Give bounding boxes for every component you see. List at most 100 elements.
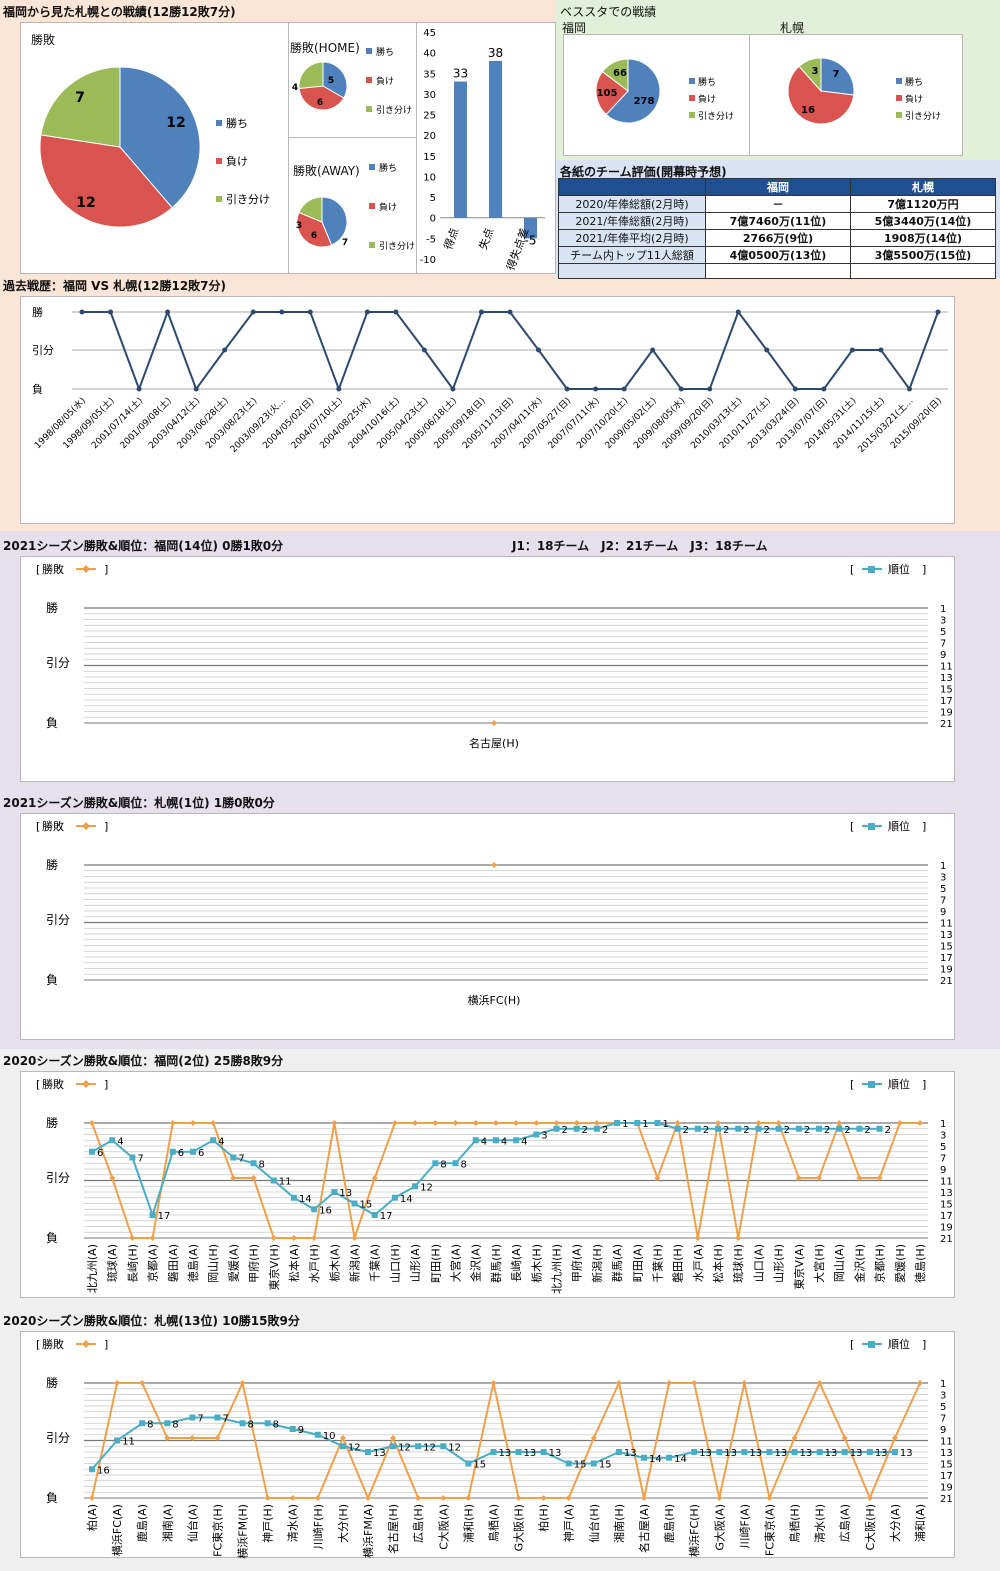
legend-bracket: [ bbox=[850, 1338, 854, 1351]
y-tick-label: -10 bbox=[420, 255, 436, 266]
x-tick-label: 鹿島(A) bbox=[135, 1504, 149, 1542]
rank-value-label: 3 bbox=[541, 1131, 547, 1142]
x-tick-label: 新潟(A) bbox=[348, 1244, 362, 1282]
eval-row-label: 2020/年俸総額(2月時) bbox=[558, 195, 706, 213]
pie-value-label: 3 bbox=[296, 221, 302, 231]
rank-tick-label: 1 bbox=[940, 1379, 946, 1390]
x-tick-label: 横浜FC(A) bbox=[110, 1504, 124, 1556]
pie-slice bbox=[601, 58, 629, 93]
rank-tick-label: 11 bbox=[940, 1437, 953, 1448]
result-point bbox=[351, 1235, 358, 1241]
pie-slice bbox=[298, 61, 324, 90]
legend-marker bbox=[82, 1080, 90, 1088]
rank-value-label: 7 bbox=[197, 1414, 203, 1425]
result-line bbox=[91, 1119, 920, 1239]
history-point bbox=[878, 347, 884, 353]
legend-swatch bbox=[366, 48, 372, 54]
rank-value-label: 8 bbox=[440, 1159, 446, 1170]
rank-value-label: 13 bbox=[774, 1448, 787, 1459]
history-point bbox=[421, 347, 427, 353]
pie-value-label: 4 bbox=[292, 83, 298, 93]
rank-point bbox=[615, 1449, 622, 1455]
x-tick-label: 1998/09/05(土) bbox=[60, 395, 117, 452]
rank-tick-label: 15 bbox=[940, 942, 953, 953]
bessuta-left-label: 福岡 bbox=[562, 21, 587, 35]
rank-value-label: 13 bbox=[875, 1448, 888, 1459]
legend-label: 負け bbox=[226, 155, 248, 168]
y-tick-label: 0 bbox=[430, 214, 436, 225]
rank-value-label: 2 bbox=[804, 1125, 810, 1136]
x-tick-label: 北九州(A) bbox=[86, 1244, 99, 1293]
league-note: J1：18チーム J2：21チーム J3：18チーム bbox=[512, 539, 768, 553]
x-tick-label: 1998/08/05(水) bbox=[32, 395, 89, 452]
history-point bbox=[336, 386, 342, 392]
rank-value-label: 7 bbox=[238, 1154, 244, 1165]
x-tick-label: 2007/07/11(水) bbox=[545, 395, 602, 452]
rank-tick-label: 13 bbox=[940, 1188, 953, 1199]
rank-value-label: 12 bbox=[348, 1442, 361, 1453]
legend-bracket: ] bbox=[922, 1078, 926, 1091]
rank-point bbox=[465, 1460, 472, 1467]
legend-label: 勝ち bbox=[226, 116, 248, 130]
eval-title: 各紙のチーム評価(開幕時予想) bbox=[560, 165, 727, 179]
rank-tick-label: 17 bbox=[940, 953, 953, 964]
result-point bbox=[816, 1175, 823, 1181]
pie-value-label: 278 bbox=[634, 96, 655, 107]
result-point bbox=[89, 1495, 95, 1501]
legend-label: 順位 bbox=[888, 562, 910, 576]
x-tick-label: 湘南(A) bbox=[160, 1504, 174, 1542]
rank-value-label: 10 bbox=[323, 1431, 336, 1442]
history-point bbox=[650, 347, 656, 353]
x-tick-label: 柏(A) bbox=[85, 1504, 99, 1531]
pie-slice bbox=[798, 57, 822, 93]
legend-swatch bbox=[369, 203, 375, 209]
rank-value-label: 2 bbox=[784, 1125, 790, 1136]
rank-value-label: 13 bbox=[724, 1448, 737, 1459]
rank-point bbox=[391, 1194, 398, 1201]
history-point bbox=[764, 347, 770, 353]
rank-tick-label: 17 bbox=[940, 1471, 953, 1482]
history-point bbox=[136, 386, 142, 392]
pie-value-label: 16 bbox=[801, 105, 815, 116]
rank-tick-label: 17 bbox=[940, 696, 953, 707]
result-point bbox=[491, 720, 497, 726]
rank-point bbox=[214, 1414, 221, 1421]
result-point bbox=[540, 1495, 547, 1501]
result-point bbox=[339, 1435, 346, 1441]
result-point bbox=[573, 1120, 580, 1126]
rank-value-label: 13 bbox=[800, 1448, 813, 1459]
result-point bbox=[816, 1380, 823, 1386]
rank-tick-label: 3 bbox=[940, 873, 946, 884]
x-tick-label: 2010/11/27(土) bbox=[716, 395, 773, 452]
eval-cell: 5億3440万(14位) bbox=[850, 212, 996, 230]
pie-value-label: 66 bbox=[613, 68, 627, 79]
legend-swatch bbox=[216, 158, 222, 164]
s2020s-title: 2020シーズン勝敗&順位：札幌(13位) 10勝15敗9分 bbox=[3, 1314, 300, 1328]
rank-point bbox=[89, 1466, 95, 1473]
bar bbox=[524, 217, 537, 239]
rank-point bbox=[716, 1449, 723, 1455]
result-point bbox=[755, 1120, 762, 1126]
x-tick-label: 京都(H) bbox=[873, 1244, 887, 1283]
rank-point bbox=[189, 1414, 196, 1421]
rank-point bbox=[634, 1120, 641, 1126]
rank-point bbox=[210, 1137, 217, 1144]
rank-value-label: 15 bbox=[574, 1460, 587, 1471]
rank-value-label: 13 bbox=[524, 1448, 537, 1459]
rank-value-label: 9 bbox=[298, 1425, 304, 1436]
history-point bbox=[735, 309, 741, 315]
eval-table: 福岡 札幌 2020/年俸総額(2月時) － 7億1120万円 2021/年俸総… bbox=[558, 178, 996, 279]
pie-home-title: 勝敗(HOME) bbox=[290, 41, 360, 55]
history-point bbox=[507, 309, 513, 315]
result-point bbox=[741, 1380, 748, 1386]
legend-marker bbox=[82, 565, 90, 573]
legend-swatch bbox=[216, 196, 222, 202]
rank-point bbox=[533, 1131, 540, 1138]
x-tick-label: 甲府(H) bbox=[247, 1244, 261, 1283]
rank-point bbox=[816, 1125, 823, 1132]
result-point bbox=[841, 1435, 848, 1441]
rank-tick-label: 5 bbox=[940, 1402, 946, 1413]
result-point bbox=[593, 1120, 600, 1126]
legend-bracket: [ bbox=[36, 820, 40, 833]
rank-value-label: 15 bbox=[473, 1460, 486, 1471]
